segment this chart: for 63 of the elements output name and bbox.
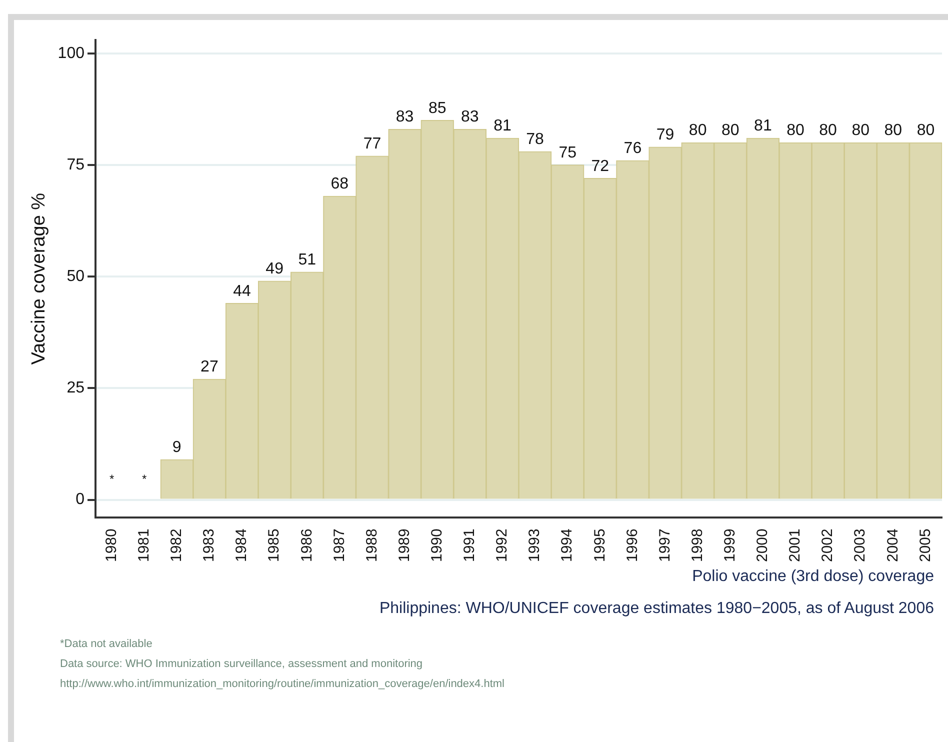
x-tick-label: 1982 (168, 528, 186, 562)
data-label: 51 (298, 252, 316, 269)
x-tick-label: 2005 (916, 528, 934, 562)
x-tick-label: 2003 (852, 528, 869, 562)
x-tick-label: 1997 (656, 528, 674, 562)
data-label: 76 (624, 140, 642, 157)
x-tick-label: 1994 (558, 528, 576, 562)
x-tick-label: 2002 (819, 528, 836, 562)
x-tick-label: 1987 (330, 528, 348, 562)
y-axis-title: Vaccine coverage % (28, 192, 50, 365)
x-tick-label: 1984 (233, 528, 250, 562)
data-label: 80 (819, 122, 838, 140)
x-tick-label: 1993 (526, 528, 544, 562)
x-tick-label: 1988 (363, 528, 380, 562)
data-label: 80 (721, 122, 740, 140)
data-label: 44 (233, 282, 252, 300)
x-tick-label: 1991 (461, 528, 478, 562)
x-tick-label: 2000 (754, 528, 772, 562)
y-tick-label: 50 (66, 268, 85, 285)
x-tick-label: 1999 (722, 528, 739, 562)
data-label: 72 (591, 158, 610, 175)
data-label: 83 (396, 108, 414, 126)
y-tick-label: 25 (66, 380, 85, 397)
y-tick-label: 0 (76, 491, 85, 508)
x-tick-label: 1983 (200, 528, 218, 562)
data-label: 85 (428, 100, 446, 117)
x-tick-label: 1989 (396, 528, 413, 562)
data-label: 81 (494, 118, 512, 135)
x-tick-label: 1980 (102, 528, 120, 562)
data-label: 79 (656, 126, 674, 144)
x-tick-label: 1996 (624, 528, 641, 562)
data-label: 80 (786, 122, 804, 140)
text: Philippines: WHO/UNICEF coverage estimates 1980−2005, as of August 2006 (379, 600, 934, 618)
source-note: Data source: WHO Immunization surveillance, assessment and monitoring (60, 657, 424, 672)
data-label: 80 (852, 122, 870, 140)
data-label: 77 (363, 135, 382, 152)
x-tick-label: 2004 (884, 528, 902, 562)
y-tick-label: 75 (66, 156, 85, 174)
data-label: 80 (884, 122, 902, 140)
data-label: 27 (200, 358, 218, 376)
data-label: 83 (461, 108, 479, 126)
text: *Data not available (60, 637, 154, 652)
data-label: 81 (754, 118, 772, 135)
text: * (142, 472, 147, 486)
x-tick-label: 1995 (591, 528, 608, 562)
data-label: 78 (526, 131, 544, 148)
data-label: 80 (916, 122, 935, 140)
data-label: 80 (688, 122, 707, 140)
x-tick-label: 1990 (428, 528, 446, 562)
y-tick-label: 100 (58, 44, 85, 62)
x-tick-label: 1998 (688, 528, 706, 562)
data-label: 68 (330, 176, 349, 193)
data-label: 75 (558, 144, 577, 162)
data-label: 49 (266, 260, 284, 278)
text: Polio vaccine (3rd dose) coverage (692, 568, 934, 586)
text: * (109, 472, 114, 486)
x-tick-label: 1981 (135, 528, 152, 562)
x-tick-label: 1986 (298, 528, 316, 562)
data-label: 9 (172, 439, 182, 456)
x-tick-label: 1985 (266, 528, 283, 562)
x-tick-label: 2001 (786, 528, 804, 562)
text: http://www.who.int/immunization_monitoring/routine/immunization_coverage/en/index4.html (60, 677, 505, 692)
x-tick-label: 1992 (494, 528, 511, 562)
